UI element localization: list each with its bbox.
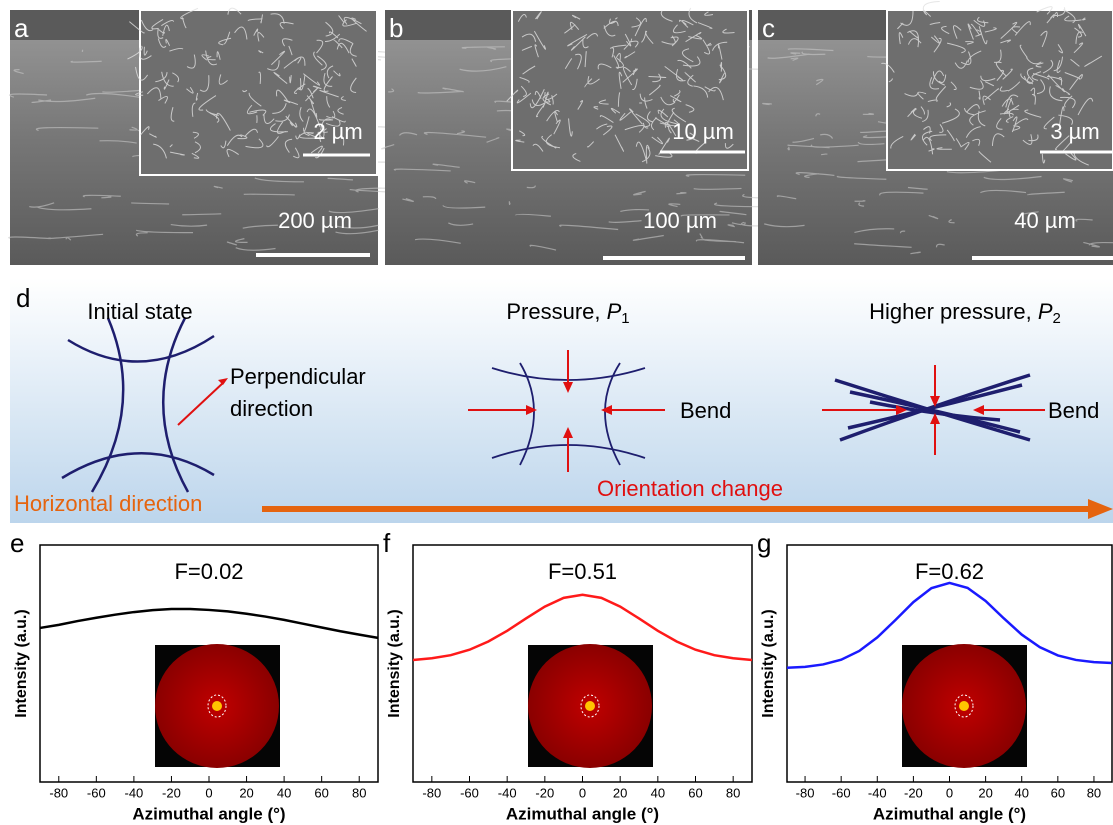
x-axis-label: Azimuthal angle (°) (506, 804, 659, 823)
label-subscript: 1 (621, 310, 629, 327)
x-tick-label: -40 (124, 785, 143, 800)
label: Orientation change (597, 476, 783, 501)
panel-letter: d (16, 283, 30, 313)
x-tick-label: 60 (688, 785, 702, 800)
chart-title: F=0.51 (548, 559, 617, 584)
inset-scale-label: 10 µm (672, 119, 734, 144)
scale-label: 100 µm (643, 208, 717, 233)
x-tick-label: 0 (579, 785, 586, 800)
figure: a 200 µm 2 µm b 100 µm 10 µm c 40 µm 3 µm d (0, 0, 1113, 825)
label-symbol: P (1038, 299, 1053, 324)
panel-letter: b (389, 13, 403, 43)
charts: -80 -60 -40 -20 0 20 40 60 80 Azimuthal angle (°)… (10, 528, 1112, 824)
label: Bend (1048, 398, 1099, 423)
x-tick-label: -80 (422, 785, 441, 800)
x-tick-label: 20 (613, 785, 627, 800)
x-tick-label: -20 (162, 785, 181, 800)
x-tick-label: 80 (1087, 785, 1101, 800)
pattern-center (959, 701, 969, 711)
label-text: Pressure, (506, 299, 606, 324)
x-axis-label: Azimuthal angle (°) (873, 804, 1026, 823)
x-tick-label: 40 (277, 785, 291, 800)
x-tick-label: -40 (498, 785, 517, 800)
x-tick-label: 20 (239, 785, 253, 800)
label-symbol: P (607, 299, 622, 324)
pattern-center (585, 701, 595, 711)
scale-label: 40 µm (1014, 208, 1076, 233)
x-tick-label: 0 (205, 785, 212, 800)
label-subscript: 2 (1053, 310, 1061, 327)
pattern-center (212, 701, 222, 711)
x-tick-label: -20 (904, 785, 923, 800)
x-tick-label: 40 (651, 785, 665, 800)
label-text: Higher pressure, (869, 299, 1038, 324)
x-tick-label: 20 (978, 785, 992, 800)
label: Horizontal direction (14, 491, 202, 516)
sem-panels: a 200 µm 2 µm b 100 µm 10 µm c 40 µm 3 µm (9, 1, 1113, 265)
data-line (40, 609, 378, 638)
x-tick-label: 0 (946, 785, 953, 800)
label: Initial state (87, 299, 192, 324)
inset-image (512, 10, 748, 170)
chart-title: F=0.62 (915, 559, 984, 584)
x-tick-label: -40 (868, 785, 887, 800)
x-tick-label: -80 (49, 785, 68, 800)
x-tick-label: 80 (352, 785, 366, 800)
panel-letter: e (10, 528, 24, 558)
y-axis-label: Intensity (a.u.) (760, 609, 777, 717)
x-tick-label: 80 (726, 785, 740, 800)
panel-letter: g (757, 528, 771, 558)
x-tick-label: 60 (314, 785, 328, 800)
inset-scale-label: 3 µm (1050, 119, 1099, 144)
x-tick-label: -20 (535, 785, 554, 800)
x-axis-label: Azimuthal angle (°) (132, 804, 285, 823)
label: Pressure, P1 (506, 299, 629, 327)
label: Bend (680, 398, 731, 423)
x-tick-label: -60 (832, 785, 851, 800)
inset-image (140, 10, 377, 175)
diagram: d Initial state (10, 278, 1113, 523)
y-axis-label: Intensity (a.u.) (13, 609, 30, 717)
panel-letter: a (14, 13, 29, 43)
x-tick-label: -80 (796, 785, 815, 800)
x-tick-label: -60 (87, 785, 106, 800)
label: Perpendicular (230, 364, 366, 389)
panel-letter: f (383, 528, 391, 558)
chart-title: F=0.02 (174, 559, 243, 584)
label: direction (230, 396, 313, 421)
x-tick-label: 60 (1051, 785, 1065, 800)
inset-scale-label: 2 µm (313, 119, 362, 144)
panel-letter: c (762, 13, 775, 43)
y-axis-label: Intensity (a.u.) (386, 609, 403, 717)
scale-label: 200 µm (278, 208, 352, 233)
label: Higher pressure, P2 (869, 299, 1061, 327)
x-tick-label: -60 (460, 785, 479, 800)
x-tick-label: 40 (1014, 785, 1028, 800)
